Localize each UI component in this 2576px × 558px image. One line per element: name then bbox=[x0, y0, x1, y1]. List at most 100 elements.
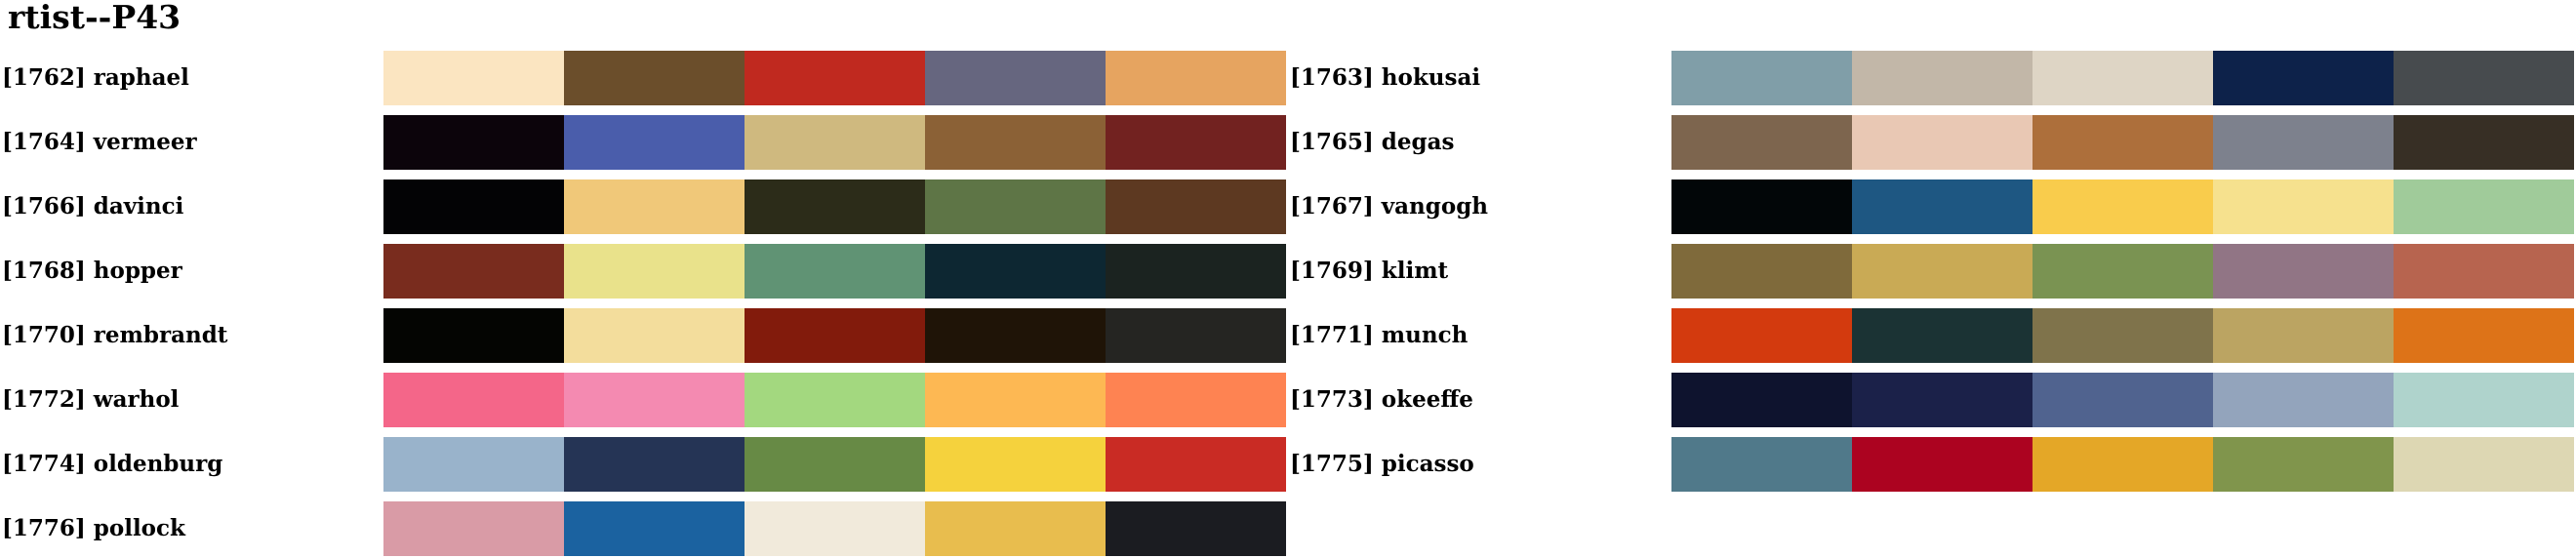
color-swatch bbox=[1671, 244, 1852, 299]
color-swatch bbox=[745, 51, 925, 105]
color-swatch bbox=[383, 373, 564, 427]
color-swatch bbox=[1106, 244, 1286, 299]
palette-strip-vangogh bbox=[1671, 179, 2574, 234]
color-swatch bbox=[383, 244, 564, 299]
color-swatch bbox=[2394, 244, 2574, 299]
palette-label-rembrandt: [1770] rembrandt bbox=[2, 322, 228, 348]
color-swatch bbox=[925, 115, 1106, 170]
palette-strip-oldenburg bbox=[383, 437, 1286, 492]
color-swatch bbox=[1106, 308, 1286, 363]
color-swatch bbox=[564, 501, 745, 556]
color-swatch bbox=[2033, 244, 2213, 299]
color-swatch bbox=[2213, 373, 2394, 427]
color-swatch bbox=[745, 179, 925, 234]
color-swatch bbox=[1852, 179, 2033, 234]
palette-label-munch: [1771] munch bbox=[1290, 322, 1469, 348]
palette-strip-rembrandt bbox=[383, 308, 1286, 363]
color-swatch bbox=[1106, 373, 1286, 427]
palette-label-vangogh: [1767] vangogh bbox=[1290, 193, 1489, 219]
palette-label-vermeer: [1764] vermeer bbox=[2, 129, 197, 155]
color-swatch bbox=[564, 51, 745, 105]
palette-strip-okeeffe bbox=[1671, 373, 2574, 427]
palette-strip-picasso bbox=[1671, 437, 2574, 492]
color-swatch bbox=[1852, 373, 2033, 427]
color-swatch bbox=[1671, 308, 1852, 363]
color-swatch bbox=[2033, 308, 2213, 363]
palette-label-degas: [1765] degas bbox=[1290, 129, 1455, 155]
color-swatch bbox=[564, 244, 745, 299]
color-swatch bbox=[1671, 51, 1852, 105]
color-swatch bbox=[1671, 115, 1852, 170]
color-swatch bbox=[745, 501, 925, 556]
color-swatch bbox=[925, 437, 1106, 492]
color-swatch bbox=[1671, 179, 1852, 234]
color-swatch bbox=[564, 308, 745, 363]
color-swatch bbox=[745, 115, 925, 170]
color-swatch bbox=[2394, 115, 2574, 170]
color-swatch bbox=[383, 51, 564, 105]
color-swatch bbox=[2394, 51, 2574, 105]
color-swatch bbox=[1671, 373, 1852, 427]
color-swatch bbox=[1852, 115, 2033, 170]
color-swatch bbox=[2033, 51, 2213, 105]
palette-label-hopper: [1768] hopper bbox=[2, 258, 182, 284]
palette-strip-klimt bbox=[1671, 244, 2574, 299]
color-swatch bbox=[1852, 308, 2033, 363]
color-swatch bbox=[2394, 373, 2574, 427]
color-swatch bbox=[564, 373, 745, 427]
color-swatch bbox=[925, 244, 1106, 299]
color-swatch bbox=[1106, 437, 1286, 492]
palette-strip-hokusai bbox=[1671, 51, 2574, 105]
page-title: rtist--P43 bbox=[8, 0, 181, 36]
color-swatch bbox=[2033, 179, 2213, 234]
palette-label-oldenburg: [1774] oldenburg bbox=[2, 451, 223, 477]
palette-strip-warhol bbox=[383, 373, 1286, 427]
palette-label-okeeffe: [1773] okeeffe bbox=[1290, 386, 1473, 413]
color-swatch bbox=[383, 437, 564, 492]
color-swatch bbox=[925, 179, 1106, 234]
color-swatch bbox=[1106, 501, 1286, 556]
palette-strip-pollock bbox=[383, 501, 1286, 556]
color-swatch bbox=[1106, 115, 1286, 170]
color-swatch bbox=[2213, 179, 2394, 234]
color-swatch bbox=[1852, 51, 2033, 105]
color-swatch bbox=[2213, 244, 2394, 299]
color-swatch bbox=[745, 437, 925, 492]
color-swatch bbox=[745, 308, 925, 363]
color-swatch bbox=[2033, 115, 2213, 170]
color-swatch bbox=[564, 437, 745, 492]
color-swatch bbox=[383, 308, 564, 363]
color-swatch bbox=[383, 179, 564, 234]
color-swatch bbox=[2213, 115, 2394, 170]
color-swatch bbox=[1852, 244, 2033, 299]
palette-strip-munch bbox=[1671, 308, 2574, 363]
color-swatch bbox=[2033, 437, 2213, 492]
color-swatch bbox=[1106, 179, 1286, 234]
color-swatch bbox=[2033, 373, 2213, 427]
color-swatch bbox=[1671, 437, 1852, 492]
color-swatch bbox=[2213, 51, 2394, 105]
color-swatch bbox=[925, 373, 1106, 427]
palette-label-hokusai: [1763] hokusai bbox=[1290, 64, 1481, 91]
color-swatch bbox=[383, 501, 564, 556]
color-swatch bbox=[925, 501, 1106, 556]
color-swatch bbox=[1852, 437, 2033, 492]
palette-strip-hopper bbox=[383, 244, 1286, 299]
color-swatch bbox=[745, 244, 925, 299]
palette-strip-degas bbox=[1671, 115, 2574, 170]
palette-label-klimt: [1769] klimt bbox=[1290, 258, 1449, 284]
color-swatch bbox=[564, 115, 745, 170]
palette-label-davinci: [1766] davinci bbox=[2, 193, 184, 219]
color-swatch bbox=[2394, 308, 2574, 363]
color-swatch bbox=[1106, 51, 1286, 105]
palette-strip-davinci bbox=[383, 179, 1286, 234]
color-swatch bbox=[2394, 437, 2574, 492]
color-swatch bbox=[925, 308, 1106, 363]
palette-strip-raphael bbox=[383, 51, 1286, 105]
color-swatch bbox=[564, 179, 745, 234]
color-swatch bbox=[383, 115, 564, 170]
palette-label-pollock: [1776] pollock bbox=[2, 515, 185, 541]
color-swatch bbox=[745, 373, 925, 427]
color-swatch bbox=[2394, 179, 2574, 234]
color-swatch bbox=[2213, 437, 2394, 492]
